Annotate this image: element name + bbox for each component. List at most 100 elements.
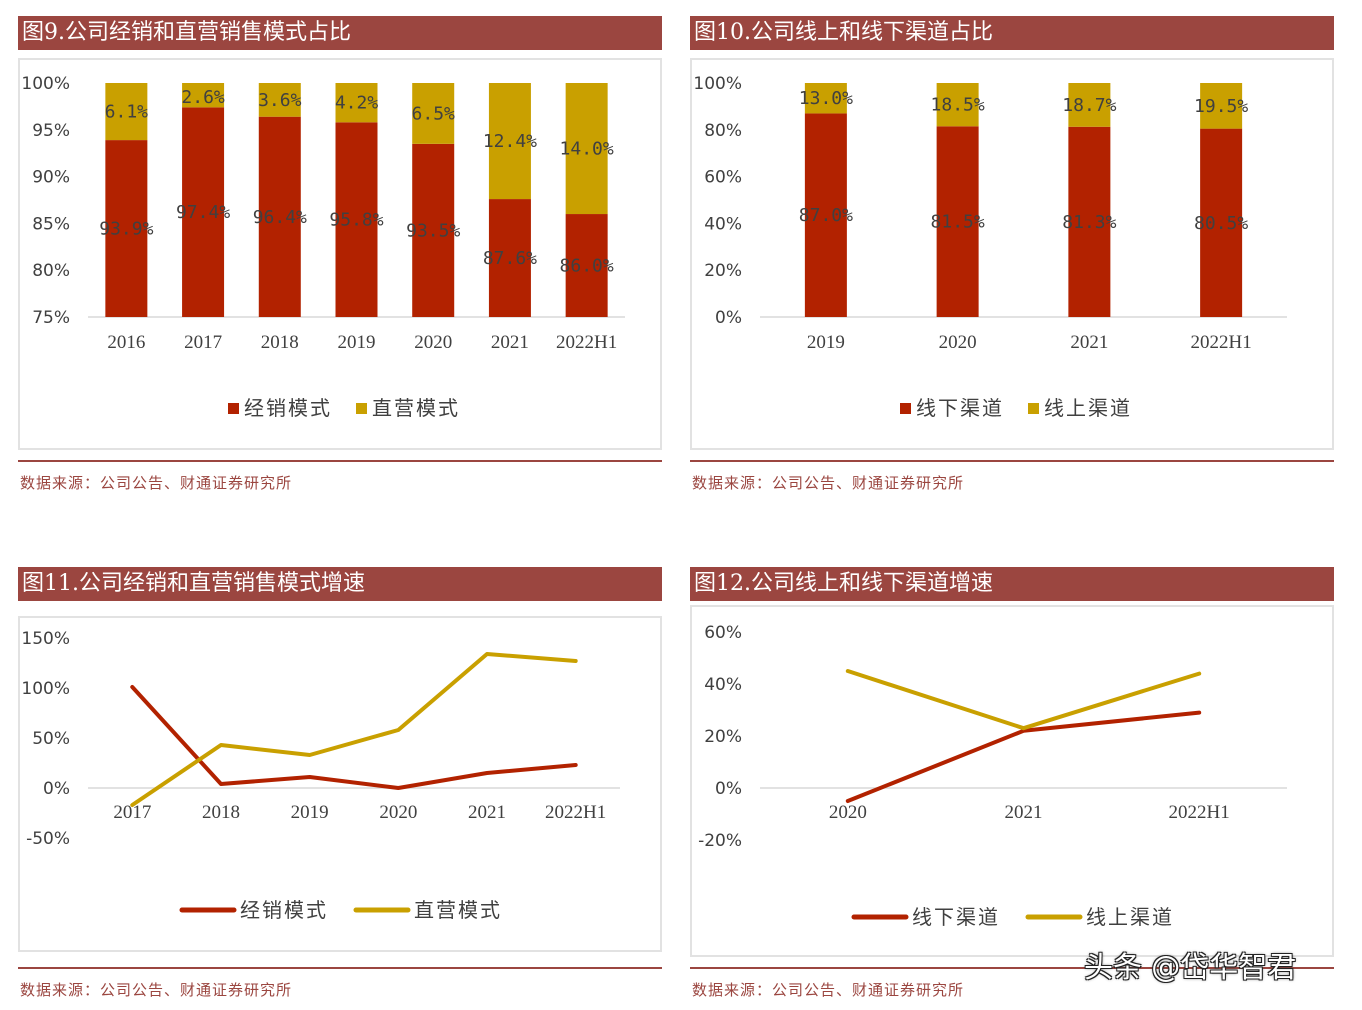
x-tick-label: 2018 <box>261 332 299 353</box>
data-label: 4.2% <box>335 93 379 114</box>
legend-label: 直营模式 <box>414 898 502 922</box>
y-tick-label: 75% <box>32 308 70 328</box>
x-tick-label: 2021 <box>468 802 506 823</box>
x-tick-label: 2019 <box>291 802 329 823</box>
x-tick-label: 2019 <box>338 332 376 353</box>
bar-经销模式 <box>105 140 148 317</box>
x-tick-label: 2016 <box>107 332 145 353</box>
data-label: 95.8% <box>329 210 383 231</box>
legend-label: 经销模式 <box>244 396 332 420</box>
y-tick-label: 40% <box>704 675 742 695</box>
x-tick-label: 2022H1 <box>545 802 606 823</box>
y-tick-label: 85% <box>32 214 70 234</box>
data-label: 87.0% <box>799 205 853 226</box>
data-label: 6.5% <box>412 103 456 124</box>
legend-swatch <box>1028 403 1039 414</box>
data-label: 18.5% <box>931 95 985 116</box>
chart-frame-4 <box>690 605 1334 957</box>
x-tick-label: 2018 <box>202 802 240 823</box>
bar-经销模式 <box>258 116 301 317</box>
bar-经销模式 <box>565 214 608 317</box>
source-divider-2 <box>690 460 1334 462</box>
data-label: 81.3% <box>1062 212 1116 233</box>
legend-label: 线下渠道 <box>912 905 1000 929</box>
data-label: 14.0% <box>560 139 614 160</box>
bar-直营模式 <box>412 83 455 144</box>
bar-经销模式 <box>182 107 225 317</box>
source-note-4: 数据来源：公司公告、财通证券研究所 <box>692 981 965 999</box>
y-tick-label: 100% <box>21 679 70 699</box>
y-tick-label: 0% <box>715 779 742 799</box>
bar-直营模式 <box>565 83 608 215</box>
series-line-线下渠道 <box>845 710 1202 803</box>
data-label: 96.4% <box>253 207 307 228</box>
chart-title-3: 图11.公司经销和直营销售模式增速 <box>18 567 662 601</box>
bar-经销模式 <box>335 122 378 317</box>
y-tick-label: 80% <box>704 121 742 141</box>
data-label: 80.5% <box>1194 213 1248 234</box>
data-label: 2.6% <box>181 87 225 108</box>
x-tick-label: 2020 <box>939 332 977 353</box>
bar-线上渠道 <box>1068 83 1111 127</box>
bar-线下渠道 <box>1200 128 1243 317</box>
data-label: 19.5% <box>1194 96 1248 117</box>
y-tick-label: 150% <box>21 629 70 649</box>
x-tick-label: 2019 <box>807 332 845 353</box>
y-tick-label: -50% <box>26 829 70 849</box>
data-label: 93.5% <box>406 220 460 241</box>
bar-经销模式 <box>412 143 455 317</box>
bar-线上渠道 <box>936 83 979 127</box>
y-tick-label: 50% <box>32 729 70 749</box>
legend-swatch <box>228 403 239 414</box>
x-tick-label: 2021 <box>1005 802 1043 823</box>
legend-swatch <box>900 403 911 414</box>
y-tick-label: 100% <box>21 74 70 94</box>
x-tick-label: 2022H1 <box>556 332 617 353</box>
x-tick-label: 2020 <box>829 802 867 823</box>
data-label: 13.0% <box>799 88 853 109</box>
bar-直营模式 <box>258 83 301 117</box>
data-label: 12.4% <box>483 131 537 152</box>
source-note-3: 数据来源：公司公告、财通证券研究所 <box>20 981 293 999</box>
chart-title-1: 图9.公司经销和直营销售模式占比 <box>18 16 662 50</box>
source-note-2: 数据来源：公司公告、财通证券研究所 <box>692 474 965 492</box>
watermark: 头条 @岱华智君 <box>1084 950 1297 984</box>
x-tick-label: 2017 <box>113 802 151 823</box>
data-label: 93.9% <box>99 219 153 240</box>
source-note-1: 数据来源：公司公告、财通证券研究所 <box>20 474 293 492</box>
series-line-线上渠道 <box>845 669 1202 731</box>
y-tick-label: 95% <box>32 121 70 141</box>
y-tick-label: 60% <box>704 623 742 643</box>
legend-label: 线下渠道 <box>916 396 1004 420</box>
x-tick-label: 2022H1 <box>1191 332 1252 353</box>
y-tick-label: 20% <box>704 261 742 281</box>
legend-label: 线上渠道 <box>1044 396 1132 420</box>
y-tick-label: 20% <box>704 727 742 747</box>
source-divider-3 <box>18 967 662 969</box>
bar-直营模式 <box>335 83 378 123</box>
bar-直营模式 <box>488 83 531 200</box>
legend-swatch <box>356 403 367 414</box>
data-label: 18.7% <box>1062 95 1116 116</box>
y-tick-label: 40% <box>704 214 742 234</box>
x-tick-label: 2022H1 <box>1169 802 1230 823</box>
bar-线下渠道 <box>936 126 979 317</box>
legend-label: 经销模式 <box>240 898 328 922</box>
chart-frame-3 <box>18 616 662 952</box>
data-label: 87.6% <box>483 248 537 269</box>
bar-线下渠道 <box>1068 126 1111 318</box>
y-tick-label: 100% <box>693 74 742 94</box>
x-tick-label: 2017 <box>184 332 222 353</box>
y-tick-label: 60% <box>704 168 742 188</box>
y-tick-label: -20% <box>698 831 742 851</box>
bar-线下渠道 <box>804 113 847 317</box>
legend-label: 直营模式 <box>372 396 460 420</box>
source-divider-4 <box>690 967 1334 969</box>
chart-title-4: 图12.公司线上和线下渠道增速 <box>690 567 1334 601</box>
bar-线上渠道 <box>804 83 847 114</box>
bar-直营模式 <box>182 83 225 108</box>
